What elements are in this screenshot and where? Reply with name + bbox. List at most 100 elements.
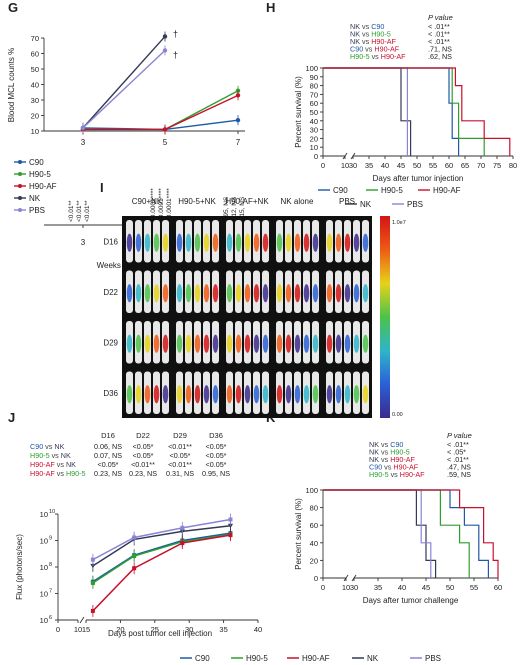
K-xtick-label: 60 (494, 583, 502, 592)
K-xlabel: Days after tumor challenge (363, 596, 459, 605)
g-legend-label-H90-5: H90-5 (29, 170, 51, 179)
ptable-cell: H90-AF (374, 45, 399, 54)
ptable-cell: vs (370, 52, 381, 61)
i-signal (362, 233, 369, 252)
i-signal (244, 385, 251, 404)
H-survival-NK (323, 67, 412, 156)
j-series-line-H90-5 (92, 533, 231, 584)
H-xtick-label: 80 (509, 161, 517, 170)
j-table-row-label: C90 vs NK (30, 442, 65, 451)
i-signal (153, 334, 160, 353)
j-ytick-label: 10 (40, 537, 48, 546)
j-ytick-label: 10 (40, 590, 48, 599)
g-legend-marker-NK (18, 196, 22, 200)
i-signal (203, 334, 210, 353)
H-ytick-label: 30 (310, 126, 318, 135)
H-ptable-header: P value (428, 13, 453, 22)
K-survival-PBS (323, 489, 432, 578)
table-cell: H90-AF (30, 469, 55, 478)
j-table-cell: 0.06, NS (94, 442, 122, 451)
ptable-cell: vs (360, 37, 371, 46)
H-xlabel: Days after tumor injection (373, 174, 464, 183)
g-ytick-label: 60 (31, 50, 39, 59)
ptable-cell: H90-AF (400, 470, 425, 479)
i-signal (162, 334, 169, 353)
i-signal (162, 284, 169, 303)
H-ptable-pvalue: < .01** (428, 30, 450, 39)
i-signal (226, 284, 233, 303)
g-death-mark-nk: † (173, 29, 178, 39)
H-ytick-label: 90 (310, 73, 318, 82)
ptable-cell: C90 (390, 440, 403, 449)
H-xtick-label: 0 (321, 161, 325, 170)
j-table-cell: 0.95, NS (202, 469, 230, 478)
H-xtick-label: 60 (445, 161, 453, 170)
panel-label-G: G (8, 0, 18, 15)
g-xtick-label: 5 (163, 138, 168, 147)
g-pvalue-text: <0.01** (68, 200, 75, 222)
g-pvalue-text: <0.01** (84, 200, 91, 222)
K-survival-C90 (323, 489, 489, 578)
K-ptable-pvalue: < .05* (447, 448, 466, 457)
H-ytick-label: 60 (310, 99, 318, 108)
i-signal (185, 233, 192, 252)
H-ytick-label: 10 (310, 143, 318, 152)
i-signal (262, 233, 269, 252)
g-xtick-label: 3 (81, 138, 86, 147)
g-lower-xtick-label: 3 (81, 238, 86, 247)
g-ytick-label: 20 (31, 112, 39, 121)
table-cell: H90-5 (30, 451, 50, 460)
i-signal (362, 385, 369, 404)
K-ptable-row: NK vs C90 (369, 440, 403, 449)
ptable-cell: H90-AF (393, 463, 418, 472)
j-table-cell: <0.05* (133, 451, 154, 460)
g-pvalue-text: 0.12, NS (231, 196, 238, 222)
g-point-C90 (235, 117, 241, 123)
i-signal (194, 284, 201, 303)
g-pvalue-text: <0.0001**** (166, 188, 173, 222)
j-series-line-C90 (92, 532, 231, 583)
j-point-H90-AF (90, 608, 95, 613)
i-signal (162, 233, 169, 252)
i-signal (244, 334, 251, 353)
K-ptable-row: C90 vs H90-AF (369, 463, 419, 472)
i-signal (294, 385, 301, 404)
j-ytick-label: 10 (40, 616, 48, 625)
i-signal (153, 233, 160, 252)
j-ytick-exponent: 10 (49, 509, 55, 515)
i-signal (335, 233, 342, 252)
j-table-cell: <0.05* (206, 442, 227, 451)
K-ylabel: Percent survival (%) (294, 498, 303, 570)
ptable-cell: C90 (371, 22, 384, 31)
j-point-H90-AF (132, 566, 137, 571)
i-signal (203, 385, 210, 404)
g-point-H90-AF (162, 127, 168, 132)
H-ytick-label: 40 (310, 117, 318, 126)
ptable-cell: vs (389, 470, 400, 479)
j-point-H90-5 (90, 580, 95, 585)
i-row-label: D22 (103, 288, 118, 297)
K-ptable-row: NK vs H90-AF (369, 455, 416, 464)
j-table-row-label: H90-5 vs NK (30, 451, 71, 460)
j-table-header: D29 (173, 431, 187, 440)
H-xtick-label: 30 (349, 161, 357, 170)
j-ytick-exponent: 6 (49, 615, 52, 621)
i-signal (312, 385, 319, 404)
i-signal (353, 385, 360, 404)
K-ptable-pvalue: < .01** (447, 440, 469, 449)
i-signal (244, 233, 251, 252)
g-legend-label-C90: C90 (29, 158, 44, 167)
j-table-cell: <0.01** (168, 442, 192, 451)
K-ytick-label: 0 (314, 574, 318, 583)
ptable-cell: H90-5 (369, 470, 389, 479)
j-axis-break (79, 616, 85, 624)
j-point-PBS (132, 535, 137, 540)
K-ptable-pvalue: .47, NS (447, 463, 471, 472)
g-ytick-label: 40 (31, 81, 39, 90)
ptable-cell: NK (350, 30, 360, 39)
j-series-line-NK (92, 525, 231, 567)
K-ptable-pvalue: < .01** (447, 455, 469, 464)
K-ptable-row: H90-5 vs H90-AF (369, 470, 425, 479)
g-ytick-label: 30 (31, 96, 39, 105)
H-ytick-label: 0 (314, 152, 318, 161)
